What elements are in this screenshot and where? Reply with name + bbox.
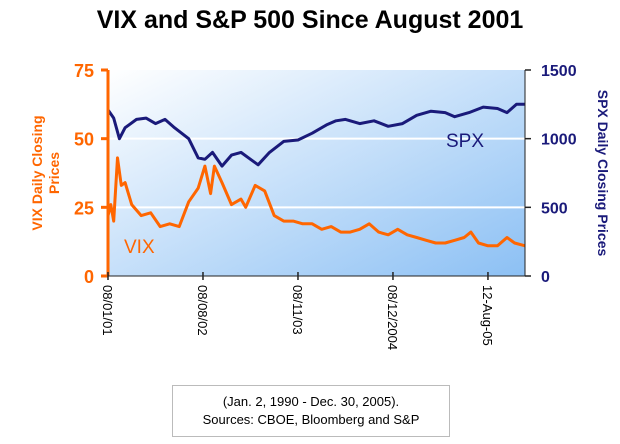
- left-tick-label: 0: [84, 267, 94, 287]
- right-tick-label: 500: [541, 200, 568, 217]
- spx-line: [106, 102, 525, 168]
- x-tick-label: 08/12/2004: [385, 285, 400, 350]
- vix-series-label: VIX: [124, 237, 155, 258]
- source-note: (Jan. 2, 1990 - Dec. 30, 2005). Sources:…: [172, 385, 450, 437]
- left-tick-label: 50: [74, 130, 94, 150]
- x-tick-label: 08/01/01: [100, 285, 115, 336]
- right-tick-label: 1000: [541, 132, 577, 149]
- x-tick-label: 12-Aug-05: [480, 285, 495, 346]
- spx-series-label: SPX: [446, 131, 484, 152]
- left-tick-label: 25: [74, 198, 94, 218]
- chart-title: VIX and S&P 500 Since August 2001: [96, 6, 524, 34]
- left-axis-label: VIX Daily ClosingPrices: [29, 115, 62, 230]
- x-tick-label: 08/11/03: [290, 285, 305, 335]
- right-axis-label: SPX Daily Closing Prices: [595, 90, 611, 257]
- vix-line: [106, 156, 526, 248]
- x-tick-label: 08/08/02: [195, 285, 210, 336]
- plot-area: [108, 70, 525, 276]
- source-date-range: (Jan. 2, 1990 - Dec. 30, 2005).: [222, 394, 400, 409]
- right-tick-label: 1500: [541, 63, 577, 80]
- source-credits: Sources: CBOE, Bloomberg and S&P: [202, 412, 420, 427]
- left-tick-label: 75: [74, 61, 94, 81]
- right-tick-label: 0: [541, 269, 550, 286]
